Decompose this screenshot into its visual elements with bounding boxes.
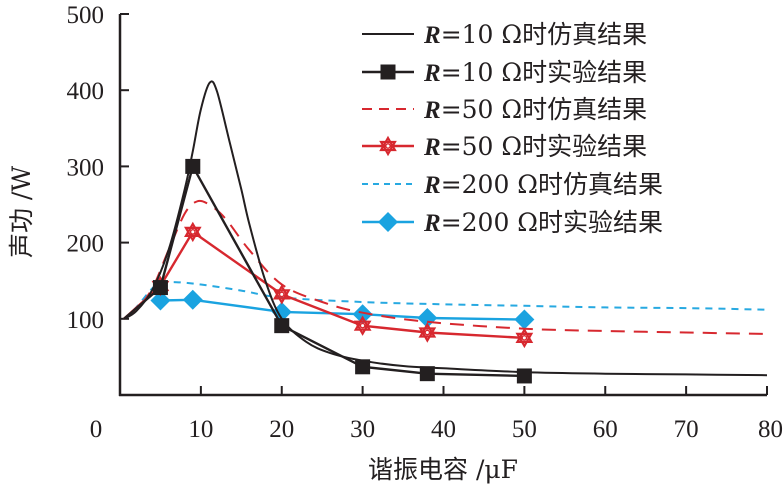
legend-item: R=50 Ω时仿真结果 xyxy=(362,95,647,124)
y-tick-label: 300 xyxy=(67,154,105,181)
data-point xyxy=(418,322,437,343)
x-tick-label: 10 xyxy=(188,416,213,443)
x-ticks: 0 10 20 30 40 50 60 70 80 xyxy=(90,386,783,443)
series-4 xyxy=(123,281,768,320)
x-tick-label: 0 xyxy=(90,416,103,443)
legend-item: R=10 Ω时仿真结果 xyxy=(362,20,647,49)
data-point xyxy=(514,309,535,330)
legend-swatch-marker xyxy=(379,135,397,157)
data-point xyxy=(152,280,168,296)
x-tick-label: 30 xyxy=(350,416,375,443)
legend-label: R=200 Ω时实验结果 xyxy=(423,208,663,237)
y-tick-label: 200 xyxy=(67,231,105,258)
legend-item: R=10 Ω时实验结果 xyxy=(362,58,647,87)
data-point xyxy=(274,318,290,334)
x-tick-label: 40 xyxy=(431,416,456,443)
series-layer xyxy=(123,80,768,384)
data-point xyxy=(150,290,171,311)
y-tick-label: 500 xyxy=(67,2,105,29)
series-line xyxy=(123,230,525,340)
legend-label: R=50 Ω时仿真结果 xyxy=(423,95,647,124)
x-tick-label: 60 xyxy=(593,416,618,443)
series-line xyxy=(123,281,768,320)
x-axis-title: 谐振电容 /μF xyxy=(368,455,518,484)
data-point xyxy=(516,368,532,384)
series-line xyxy=(123,80,768,377)
legend-label: R=200 Ω时仿真结果 xyxy=(423,170,663,199)
series-1 xyxy=(123,158,532,384)
y-axis-title: 声功 /W xyxy=(7,166,36,258)
x-tick-label: 20 xyxy=(269,416,294,443)
x-tick-label: 70 xyxy=(674,416,699,443)
y-tick-label: 400 xyxy=(67,78,105,105)
data-point xyxy=(352,304,373,325)
data-point xyxy=(182,289,203,310)
series-0 xyxy=(123,80,768,377)
series-5 xyxy=(150,289,535,330)
legend: R=10 Ω时仿真结果 R=10 Ω时实验结果 R=50 Ω时仿真结果 R=50 Ω时… xyxy=(362,20,663,237)
legend-item: R=200 Ω时仿真结果 xyxy=(362,170,663,199)
y-ticks: 100 200 300 400 500 xyxy=(67,2,129,334)
legend-swatch-marker xyxy=(378,212,398,232)
legend-item: R=50 Ω时实验结果 xyxy=(362,132,647,161)
data-point xyxy=(183,221,202,243)
data-point xyxy=(272,284,291,305)
x-tick-label: 50 xyxy=(512,416,537,443)
data-point xyxy=(419,366,435,382)
x-tick-label: 80 xyxy=(758,416,783,443)
data-point xyxy=(353,315,372,336)
data-point xyxy=(185,158,201,174)
series-3 xyxy=(123,221,534,349)
data-point xyxy=(515,327,534,349)
legend-label: R=10 Ω时实验结果 xyxy=(423,58,647,87)
legend-label: R=50 Ω时实验结果 xyxy=(423,132,647,161)
y-tick-label: 100 xyxy=(67,307,105,334)
legend-item: R=200 Ω时实验结果 xyxy=(362,208,663,237)
data-point xyxy=(355,359,371,375)
legend-label: R=10 Ω时仿真结果 xyxy=(423,20,647,49)
legend-swatch-marker xyxy=(380,64,396,80)
